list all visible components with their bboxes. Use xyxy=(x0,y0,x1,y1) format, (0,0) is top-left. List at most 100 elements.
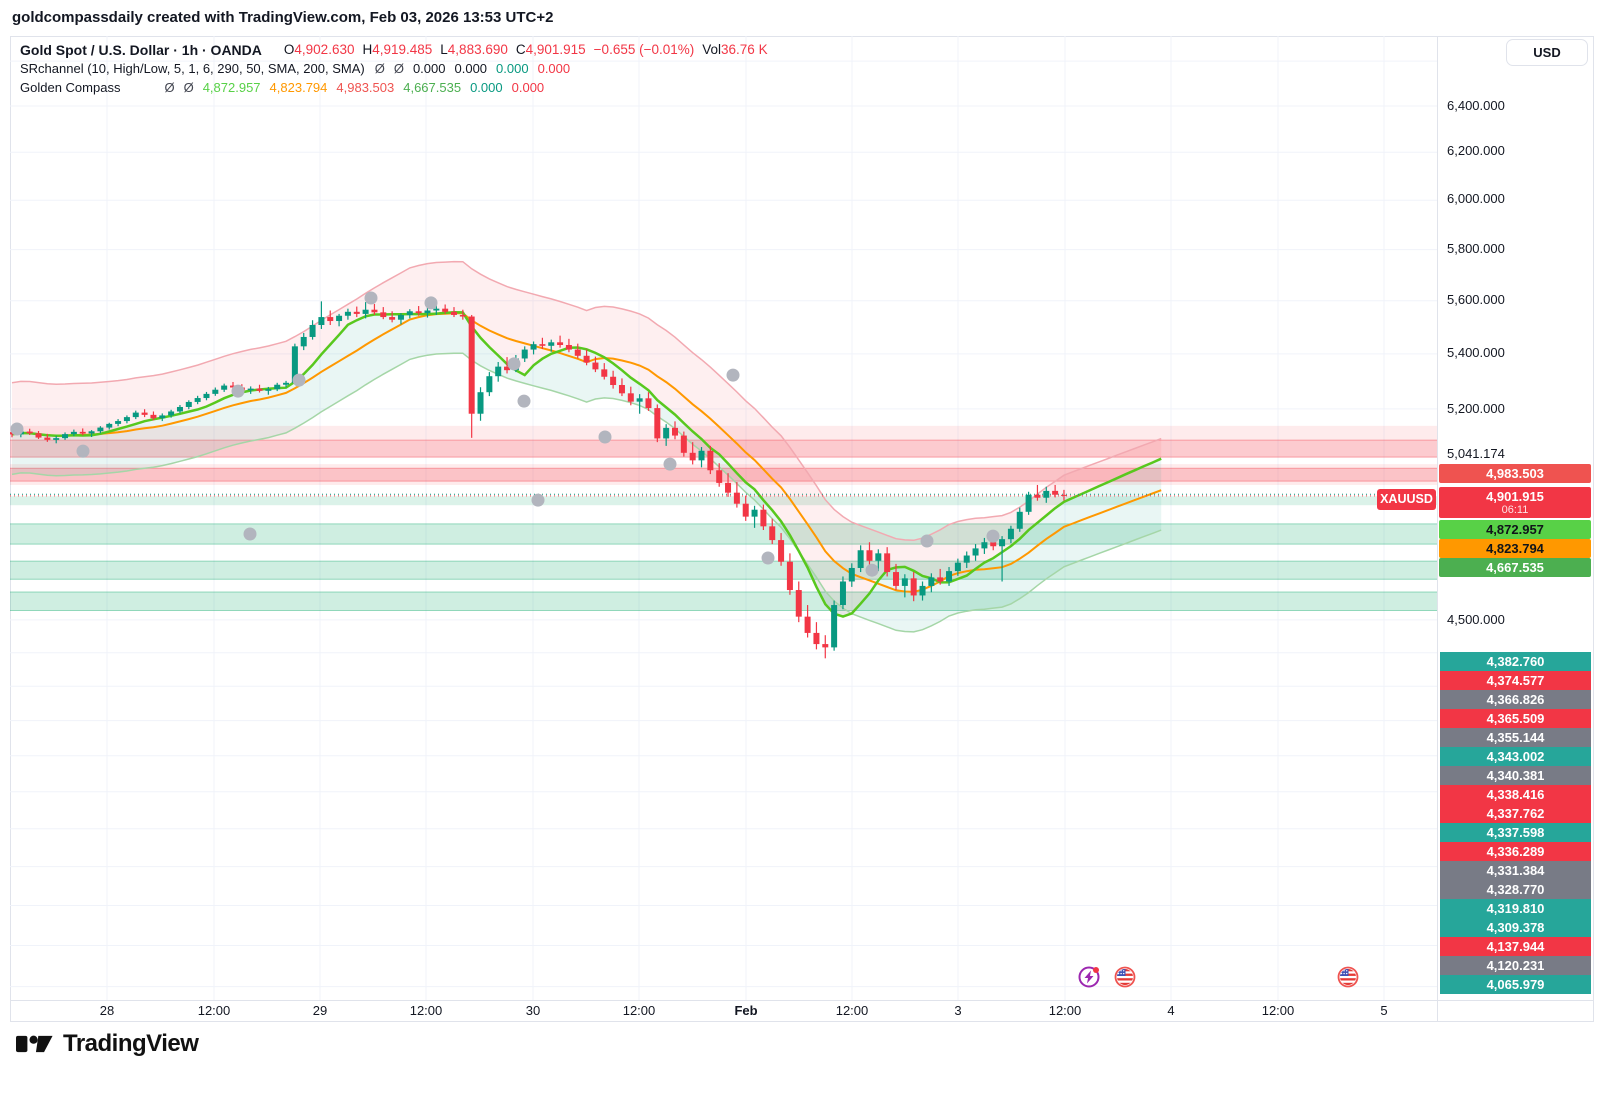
open-value: 4,902.630 xyxy=(294,42,355,57)
candle-body xyxy=(53,438,60,440)
price-tick-label: 5,400.000 xyxy=(1447,345,1505,360)
price-level-label: 4,366.826 xyxy=(1440,690,1591,709)
high-label: H xyxy=(362,42,373,57)
chart-credit-text: goldcompassdaily created with TradingVie… xyxy=(12,9,554,26)
indicator-value: 4,872.957 xyxy=(202,80,261,95)
candle-body xyxy=(397,314,404,320)
change-value: −0.655 (−0.01%) xyxy=(593,42,695,57)
price-tick-label: 5,800.000 xyxy=(1447,241,1505,256)
candle-body xyxy=(1025,494,1032,512)
candle-body xyxy=(291,346,298,383)
legend-golden-compass-row[interactable]: Golden Compass Ø Ø 4,872.957 4,823.794 4,983… xyxy=(20,78,768,97)
low-value: 4,883.690 xyxy=(447,42,508,57)
indicator-fill xyxy=(12,261,1162,617)
candle-body xyxy=(831,605,838,648)
time-tick-label: 12:00 xyxy=(197,1003,231,1018)
candle-body xyxy=(486,376,493,393)
indicator-value: Ø xyxy=(164,80,175,95)
low-label: L xyxy=(440,42,448,57)
time-axis-separator[interactable] xyxy=(10,1000,1594,1001)
candle-body xyxy=(557,342,564,345)
candle-body xyxy=(778,540,785,562)
candle-body xyxy=(389,317,396,320)
legend-srchannel-row[interactable]: SRchannel (10, High/Low, 5, 1, 6, 290, 5… xyxy=(20,59,768,78)
price-level-label: 4,872.957 xyxy=(1439,519,1591,539)
candle-body xyxy=(141,412,148,415)
pivot-dot xyxy=(726,368,740,382)
candle-body xyxy=(654,408,661,439)
candle-body xyxy=(70,431,77,435)
candle-body xyxy=(999,539,1006,547)
time-tick-label: 5 xyxy=(1380,1003,1388,1018)
candle-body xyxy=(97,427,104,432)
price-level-label: 4,331.384 xyxy=(1440,861,1591,880)
candle-body xyxy=(327,317,334,322)
candle-body xyxy=(946,571,953,582)
sr-zone xyxy=(10,440,1437,458)
candle-body xyxy=(716,470,723,483)
srchannel-title[interactable]: SRchannel (10, High/Low, 5, 1, 6, 290, 5… xyxy=(20,61,365,76)
candle-body xyxy=(176,406,183,412)
pivot-dot xyxy=(364,291,378,305)
envelope-upper-line xyxy=(11,260,1162,542)
candle-body xyxy=(115,421,122,424)
candle-body xyxy=(451,311,457,315)
price-level-label: 4,983.503 xyxy=(1439,463,1591,483)
time-tick-label: 12:00 xyxy=(409,1003,443,1018)
candle-body xyxy=(663,427,670,439)
candle-body xyxy=(504,366,511,371)
candle-body xyxy=(159,415,166,419)
candle-body xyxy=(725,482,732,493)
pivot-dot xyxy=(517,394,531,408)
legend-symbol-row[interactable]: Gold Spot / U.S. Dollar · 1h · OANDA O 4,… xyxy=(20,40,768,59)
candle-body xyxy=(203,393,210,399)
indicator-value: 0.000 xyxy=(511,80,545,95)
golden-compass-title[interactable]: Golden Compass xyxy=(20,80,121,95)
price-level-label: 4,120.231 xyxy=(1440,956,1591,975)
tradingview-logo[interactable]: TradingView xyxy=(16,1028,199,1060)
indicator-value: Ø xyxy=(393,61,404,76)
candle-body xyxy=(380,312,387,318)
indicator-fill xyxy=(12,312,1162,632)
pivot-dot xyxy=(865,563,879,577)
candle-body xyxy=(751,509,758,517)
candle-body xyxy=(601,369,608,377)
currency-button[interactable]: USD xyxy=(1506,39,1588,66)
tradingview-logo-text: TradingView xyxy=(63,1030,199,1057)
time-tick-label: 12:00 xyxy=(835,1003,869,1018)
economic-bolt-icon[interactable] xyxy=(1078,966,1100,988)
indicator-value: 4,667.535 xyxy=(403,80,462,95)
price-tick-label: 5,200.000 xyxy=(1447,401,1505,416)
srchannel-values: Ø Ø 0.000 0.000 0.000 0.000 xyxy=(375,61,579,76)
price-level-label: 4,336.289 xyxy=(1440,842,1591,861)
price-tick-label: 6,200.000 xyxy=(1447,143,1505,158)
us-flag-icon[interactable] xyxy=(1114,966,1136,988)
candle-body xyxy=(150,414,157,419)
price-level-label: 4,337.598 xyxy=(1440,823,1591,842)
time-tick-label: Feb xyxy=(734,1003,758,1018)
candle-body xyxy=(123,417,130,422)
candle-body xyxy=(813,632,820,645)
candle-body xyxy=(839,581,846,606)
price-level-label: 4,065.979 xyxy=(1440,975,1591,994)
candle-body xyxy=(336,315,343,322)
candle-body xyxy=(371,309,378,313)
sr-zone xyxy=(10,496,1437,506)
price-axis-separator[interactable] xyxy=(1437,36,1438,1022)
sr-zone xyxy=(10,591,1437,611)
candle-body xyxy=(565,344,572,350)
candle-body xyxy=(963,555,970,563)
candle-body xyxy=(795,590,802,617)
high-value: 4,919.485 xyxy=(372,42,433,57)
candle-body xyxy=(1016,511,1023,529)
us-flag-icon[interactable] xyxy=(1337,966,1359,988)
pivot-dot xyxy=(531,493,545,507)
pivot-dot xyxy=(424,296,438,310)
time-tick-label: 28 xyxy=(99,1003,115,1018)
candle-body xyxy=(468,316,475,414)
candle-body xyxy=(521,349,528,359)
price-level-label: 4,328.770 xyxy=(1440,880,1591,899)
candle-body xyxy=(300,336,307,347)
symbol-title[interactable]: Gold Spot / U.S. Dollar · 1h · OANDA xyxy=(20,41,262,58)
